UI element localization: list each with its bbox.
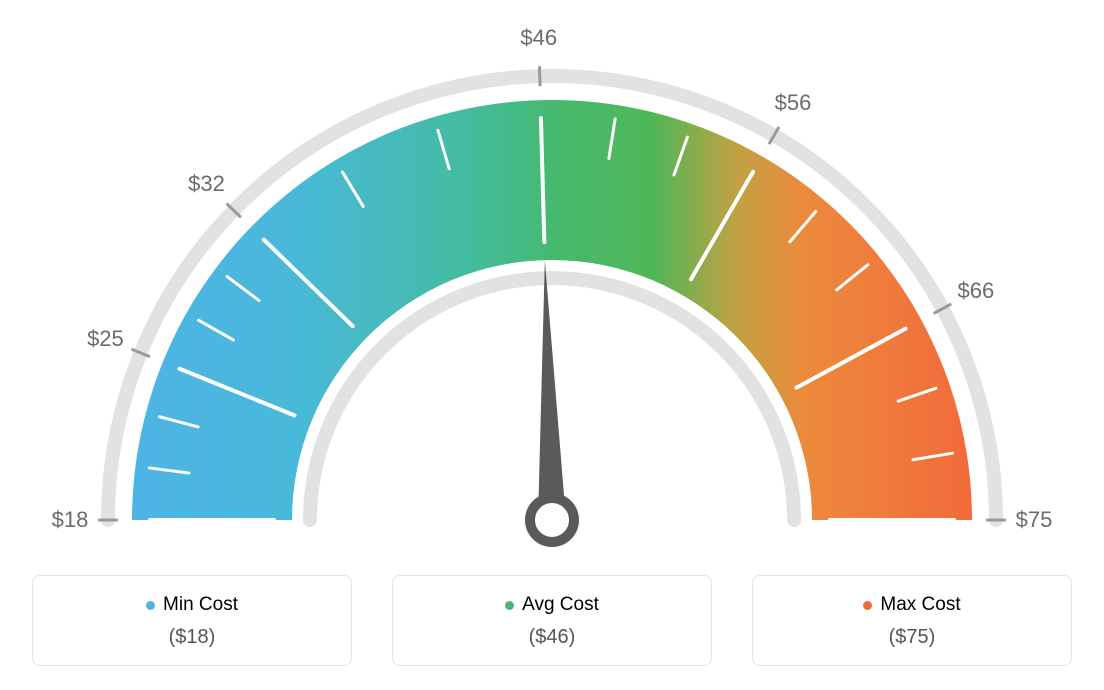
legend-title-max: Max Cost: [863, 594, 960, 616]
gauge-tick-label: $46: [520, 25, 557, 51]
gauge-tick-label: $18: [52, 507, 89, 533]
legend-value-min: ($18): [43, 626, 341, 649]
legend-value-max: ($75): [763, 626, 1061, 649]
legend-card-max: Max Cost ($75): [752, 575, 1072, 666]
gauge-tick-label: $56: [775, 90, 812, 116]
gauge-tick-label: $32: [188, 171, 225, 197]
legend-title-avg: Avg Cost: [505, 594, 599, 616]
legend-dot-max: [863, 601, 872, 610]
cost-gauge: $18 $25 $32 $46 $56 $66 $75: [0, 0, 1104, 560]
legend-dot-avg: [505, 601, 514, 610]
gauge-tick-label: $66: [958, 278, 995, 304]
legend-value-avg: ($46): [403, 626, 701, 649]
legend-row: Min Cost ($18) Avg Cost ($46) Max Cost (…: [0, 575, 1104, 666]
legend-label-avg: Avg Cost: [522, 594, 599, 616]
legend-label-min: Min Cost: [163, 594, 238, 616]
gauge-tick-label: $75: [1016, 507, 1053, 533]
legend-title-min: Min Cost: [146, 594, 238, 616]
gauge-svg: [0, 0, 1104, 560]
gauge-tick-label: $25: [87, 326, 124, 352]
legend-dot-min: [146, 601, 155, 610]
legend-label-max: Max Cost: [880, 594, 960, 616]
legend-card-avg: Avg Cost ($46): [392, 575, 712, 666]
legend-card-min: Min Cost ($18): [32, 575, 352, 666]
